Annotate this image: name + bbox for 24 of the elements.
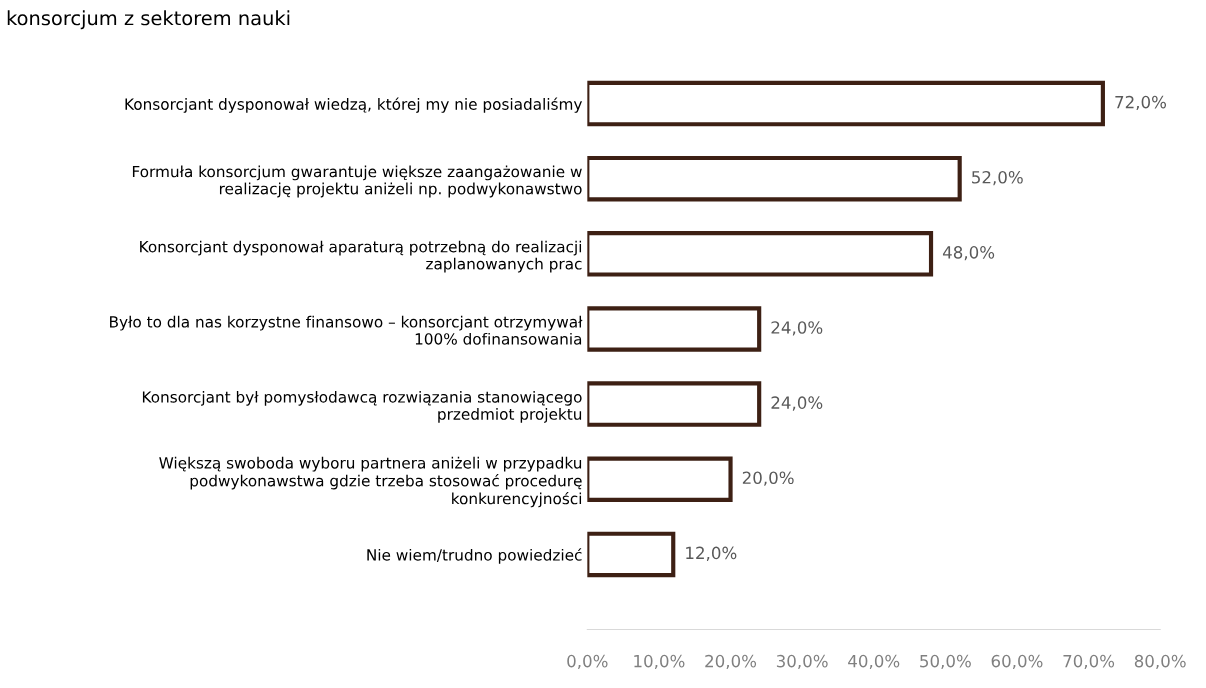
x-tick-label: 20,0% — [705, 654, 757, 670]
x-tick-label: 80,0% — [1134, 654, 1186, 670]
y-tick-label: Większą swoboda wyboru partnera aniżeli w przypadku podwykonawstwa gdzie trzeba stosować procedurę konkurencyjności — [159, 456, 582, 508]
y-tick-label: Formuła konsorcjum gwarantuje większe zaangażowanie w realizację projektu aniżeli np. podwykonawstwo — [132, 165, 582, 198]
data-label: 24,0% — [771, 396, 823, 411]
x-tick-label: 60,0% — [991, 654, 1043, 670]
data-label: 12,0% — [686, 546, 737, 561]
text: konsorcjum z sektorem nauki — [7, 10, 290, 30]
y-tick-label: Konsorcjant był pomysłodawcą rozwiązania stanowiącego przedmiot projektu — [142, 390, 582, 423]
x-tick-label: 50,0% — [920, 654, 971, 670]
data-label: 48,0% — [942, 246, 995, 261]
y-tick-label: Konsorcjant dysponował aparaturą potrzebną do realizacji zaplanowanych prac — [140, 240, 582, 273]
x-tick-label: 0,0% — [567, 654, 608, 670]
data-label: 72,0% — [1115, 95, 1167, 111]
x-tick-label: 10,0% — [634, 654, 685, 670]
x-tick-label: 30,0% — [776, 654, 828, 670]
x-tick-label: 70,0% — [1063, 654, 1115, 670]
data-label: 52,0% — [972, 170, 1023, 186]
data-label: 24,0% — [771, 321, 823, 336]
y-tick-label: Było to dla nas korzystne finansowo – konsorcjant otrzymywał 100% dofinansowania — [110, 315, 583, 345]
y-tick-label: Nie wiem/trudno powiedzieć — [367, 548, 582, 564]
data-label: 20,0% — [742, 471, 794, 486]
x-tick-label: 40,0% — [848, 654, 900, 670]
y-tick-label: Konsorcjant dysponował wiedzą, której my nie posiadaliśmy — [125, 97, 583, 113]
